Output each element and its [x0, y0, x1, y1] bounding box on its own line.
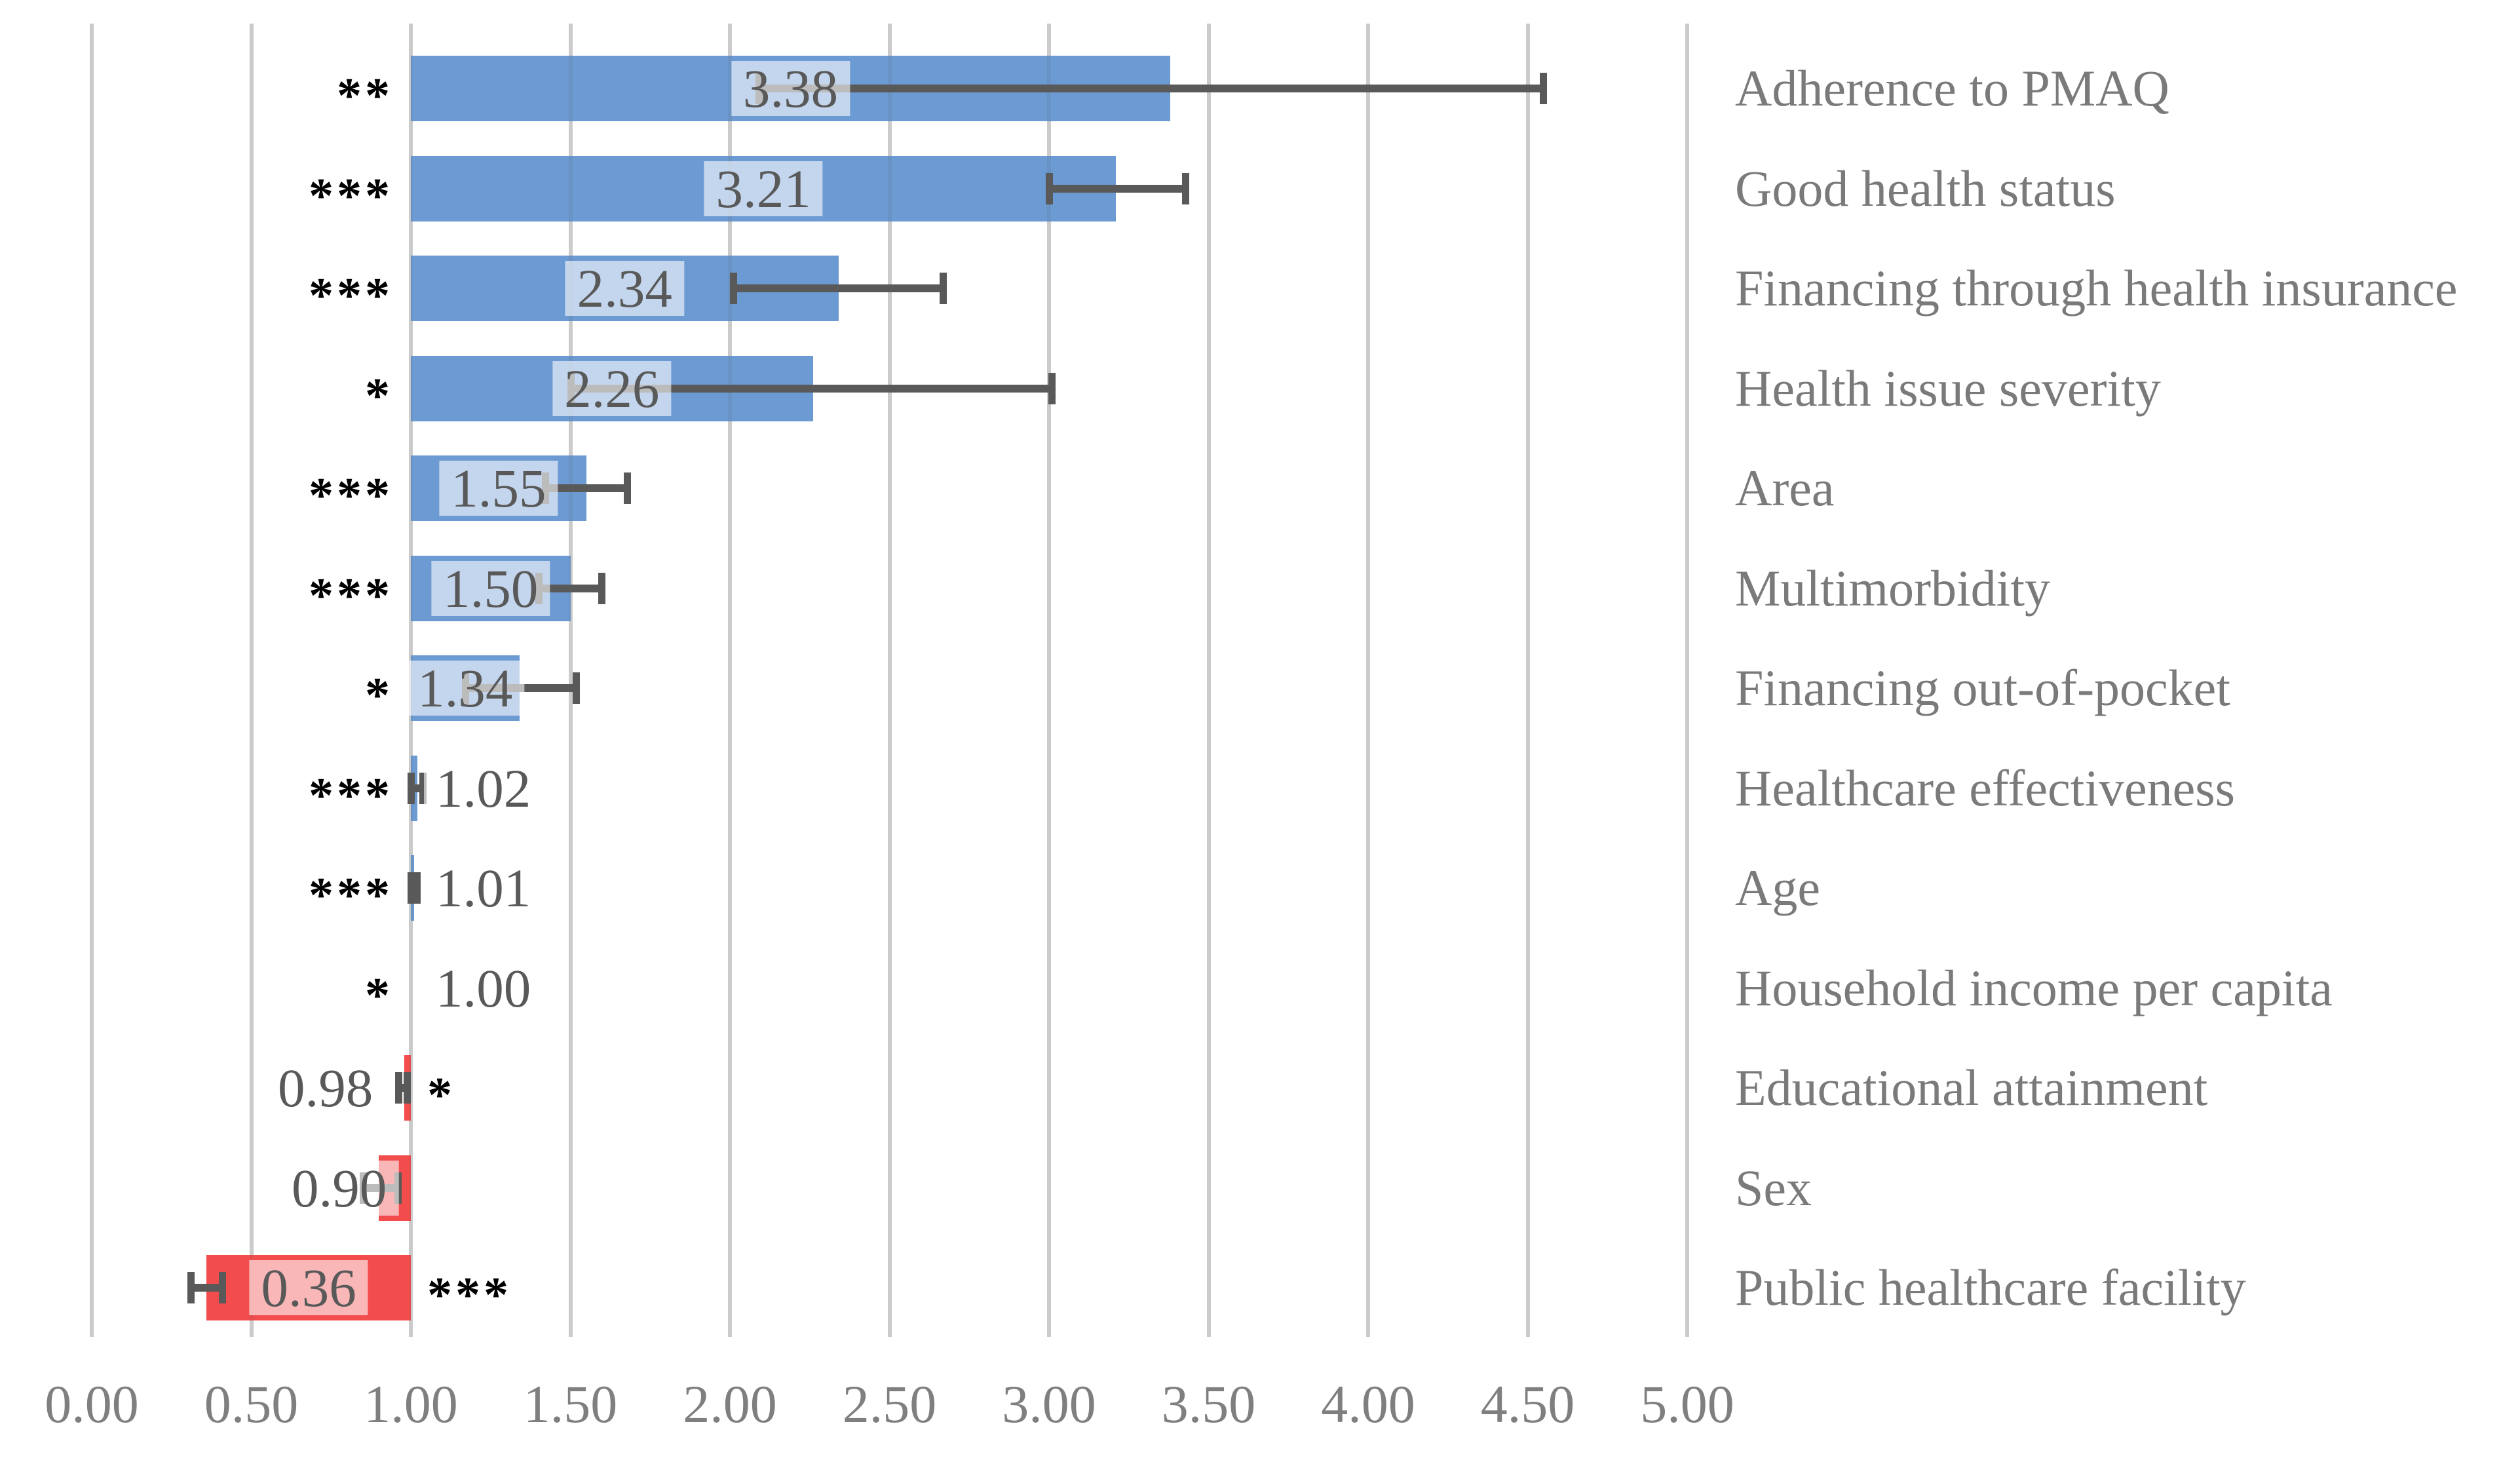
category-label: Sex [1735, 1159, 1812, 1216]
gridline-overlay [1366, 24, 1370, 1337]
significance-stars: *** [427, 1267, 512, 1322]
error-bar-cap [419, 772, 427, 804]
category-label: Household income per capita [1735, 959, 2333, 1016]
error-bar-cap [1182, 172, 1190, 204]
x-tick-label: 1.50 [523, 1374, 618, 1434]
category-label: Public healthcare facility [1735, 1259, 2246, 1316]
error-bar-cap [1046, 172, 1053, 204]
category-label: Health issue severity [1735, 359, 2161, 417]
error-bar-cap [573, 672, 581, 704]
error-bar-cap [413, 872, 421, 904]
x-tick-label: 3.50 [1161, 1374, 1256, 1434]
significance-stars: * [365, 368, 393, 423]
value-label: 1.01 [424, 860, 543, 915]
error-bar-cap [729, 273, 737, 304]
value-label: 1.02 [424, 760, 543, 816]
error-bar-line [538, 584, 603, 592]
gridline-overlay [887, 24, 892, 1337]
value-label: 1.34 [406, 661, 525, 716]
error-bar-line [733, 284, 944, 292]
error-bar-cap [624, 472, 632, 504]
significance-stars: *** [309, 868, 393, 923]
category-label: Healthcare effectiveness [1735, 759, 2235, 817]
x-tick-label: 4.00 [1321, 1374, 1415, 1434]
gridline-overlay [249, 24, 254, 1337]
error-bar-cap [408, 772, 415, 804]
category-label: Area [1735, 459, 1835, 516]
error-bar-cap [218, 1272, 226, 1303]
error-bar-line [1049, 184, 1187, 193]
x-tick-label: 4.50 [1480, 1374, 1575, 1434]
category-label: Financing out-of-pocket [1735, 659, 2230, 716]
gridline-overlay [90, 24, 94, 1337]
error-bar-line [758, 85, 1544, 92]
x-tick-label: 3.00 [1002, 1374, 1096, 1434]
significance-stars: *** [309, 767, 393, 823]
error-bar-cap [940, 273, 947, 304]
gridline [1685, 24, 1689, 1337]
gridline [90, 24, 94, 1337]
error-bar-line [544, 484, 628, 492]
x-tick-label: 0.50 [204, 1374, 299, 1434]
value-label: 0.36 [249, 1260, 368, 1315]
error-bar-line [190, 1284, 223, 1292]
gridline [249, 24, 254, 1337]
gridline-overlay [728, 24, 732, 1337]
value-label: 0.90 [280, 1160, 399, 1216]
value-label: 1.00 [424, 960, 543, 1016]
gridline-overlay [1685, 24, 1689, 1337]
error-bar-line [570, 384, 1052, 393]
gridline [728, 24, 732, 1337]
error-bar-cap [408, 872, 415, 904]
error-bar-cap [404, 1072, 411, 1104]
significance-stars: * [427, 1068, 455, 1123]
gridline-overlay [1206, 24, 1211, 1337]
significance-stars: *** [309, 268, 393, 323]
gridline-overlay [1047, 24, 1051, 1337]
category-label: Age [1735, 859, 1820, 916]
gridline [1525, 24, 1530, 1337]
significance-stars: * [365, 668, 393, 723]
gridline [887, 24, 892, 1337]
error-bar-cap [1048, 372, 1056, 404]
gridline [1047, 24, 1051, 1337]
x-tick-label: 0.00 [45, 1374, 139, 1434]
gridline [568, 24, 573, 1337]
value-label: 0.98 [266, 1060, 385, 1115]
category-label: Financing through health insurance [1735, 260, 2458, 317]
gridline-overlay [568, 24, 573, 1337]
gridline-overlay [1525, 24, 1530, 1337]
value-label: 2.34 [565, 261, 684, 316]
significance-stars: ** [337, 68, 393, 123]
value-label: 3.21 [704, 161, 823, 216]
significance-stars: *** [309, 168, 393, 223]
value-label: 2.26 [552, 360, 672, 416]
value-label: 1.55 [439, 461, 558, 516]
gridline [1206, 24, 1211, 1337]
error-bar-cap [598, 572, 606, 604]
error-bar-cap [1539, 73, 1547, 104]
x-tick-label: 2.00 [683, 1374, 777, 1434]
category-label: Multimorbidity [1735, 559, 2051, 617]
gridline [1366, 24, 1370, 1337]
category-label: Good health status [1735, 159, 2116, 217]
significance-stars: *** [309, 568, 393, 623]
category-label: Adherence to PMAQ [1735, 60, 2169, 117]
x-tick-label: 1.00 [364, 1374, 458, 1434]
x-tick-label: 5.00 [1640, 1374, 1734, 1434]
error-bar-cap [187, 1272, 195, 1303]
value-label: 3.38 [731, 61, 850, 116]
error-bar-cap [394, 1072, 402, 1104]
value-label: 1.50 [431, 560, 550, 616]
significance-stars: * [365, 967, 393, 1023]
significance-stars: *** [309, 468, 393, 523]
category-label: Educational attainment [1735, 1059, 2208, 1116]
x-tick-label: 2.50 [842, 1374, 937, 1434]
